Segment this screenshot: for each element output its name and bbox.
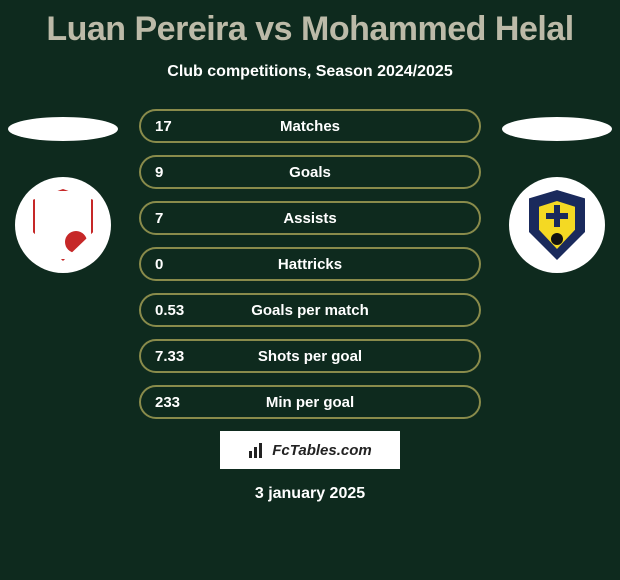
stat-value: 0.53 <box>155 302 215 319</box>
page-title: Luan Pereira vs Mohammed Helal <box>0 0 620 49</box>
player-oval-right <box>502 117 612 141</box>
stat-label: Assists <box>283 210 336 227</box>
stat-row-assists: 7 Assists <box>139 201 481 235</box>
watermark-chart-icon <box>248 441 266 459</box>
stat-value: 9 <box>155 164 215 181</box>
comparison-content: 17 Matches 9 Goals 7 Assists 0 Hattricks… <box>0 109 620 503</box>
stat-value: 233 <box>155 394 215 411</box>
crest-left-icon <box>33 189 93 261</box>
stat-value: 17 <box>155 118 215 135</box>
stat-row-goals: 9 Goals <box>139 155 481 189</box>
stat-label: Matches <box>280 118 340 135</box>
crest-right-icon <box>529 190 585 260</box>
page-subtitle: Club competitions, Season 2024/2025 <box>0 63 620 81</box>
generated-date: 3 january 2025 <box>0 485 620 503</box>
stat-row-hattricks: 0 Hattricks <box>139 247 481 281</box>
stat-label: Hattricks <box>278 256 342 273</box>
stat-label: Goals per match <box>251 302 369 319</box>
stat-row-shots-per-goal: 7.33 Shots per goal <box>139 339 481 373</box>
stat-value: 0 <box>155 256 215 273</box>
stat-label: Shots per goal <box>258 348 362 365</box>
watermark-text: FcTables.com <box>272 442 371 459</box>
stat-value: 7.33 <box>155 348 215 365</box>
stat-row-goals-per-match: 0.53 Goals per match <box>139 293 481 327</box>
club-logo-right <box>509 177 605 273</box>
player-oval-left <box>8 117 118 141</box>
stat-value: 7 <box>155 210 215 227</box>
watermark: FcTables.com <box>220 431 400 469</box>
stat-label: Goals <box>289 164 331 181</box>
club-logo-left <box>15 177 111 273</box>
stats-list: 17 Matches 9 Goals 7 Assists 0 Hattricks… <box>139 109 481 419</box>
stat-label: Min per goal <box>266 394 354 411</box>
stat-row-min-per-goal: 233 Min per goal <box>139 385 481 419</box>
stat-row-matches: 17 Matches <box>139 109 481 143</box>
